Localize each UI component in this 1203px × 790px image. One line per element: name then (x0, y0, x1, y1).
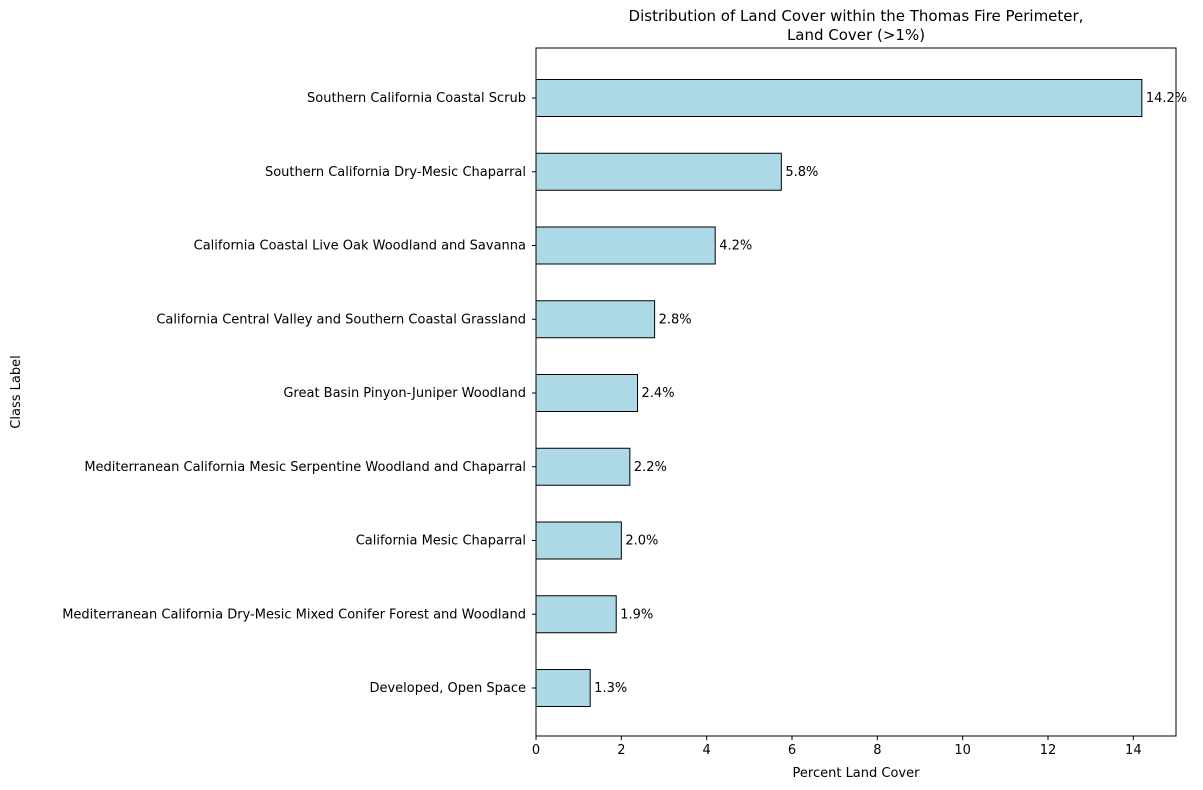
bar-data-label-5: 2.2% (634, 460, 667, 475)
y-tick-label-2: California Coastal Live Oak Woodland and… (194, 239, 526, 254)
chart-title-line-1: Distribution of Land Cover within the Th… (629, 7, 1084, 25)
bar-4 (535, 374, 639, 412)
bar-5 (535, 447, 631, 486)
x-tick-label-2: 4 (703, 743, 711, 758)
bar-data-label-2: 4.2% (719, 239, 752, 254)
plot-frame (535, 47, 1177, 737)
y-tick-label-6: California Mesic Chaparral (356, 534, 526, 549)
x-ticks: 0 2 4 6 8 10 12 14 (532, 736, 1142, 758)
bar-0 (535, 79, 1143, 117)
x-tick-label-4: 8 (873, 743, 881, 758)
bar-8 (535, 669, 591, 707)
chart-title-line-2: Land Cover (>1%) (787, 26, 925, 44)
x-tick-label-7: 14 (1125, 743, 1142, 758)
bar-2 (535, 226, 716, 265)
bar-3 (535, 300, 656, 339)
y-tick-label-0: Southern California Coastal Scrub (307, 91, 526, 106)
y-tick-label-7: Mediterranean California Dry-Mesic Mixed… (62, 607, 526, 622)
bar-1 (535, 152, 782, 191)
y-tick-label-4: Great Basin Pinyon-Juniper Woodland (283, 386, 526, 401)
x-tick-label-3: 6 (788, 743, 796, 758)
y-tick-labels: Southern California Coastal Scrub Souther… (62, 91, 536, 696)
x-tick-label-1: 2 (617, 743, 625, 758)
y-tick-label-3: California Central Valley and Southern C… (156, 312, 526, 327)
bar-6 (535, 521, 622, 560)
x-tick-label-5: 10 (954, 743, 971, 758)
x-tick-label-6: 12 (1040, 743, 1057, 758)
y-axis-label: Class Label (9, 355, 24, 428)
bar-data-label-4: 2.4% (642, 386, 675, 401)
bar-data-label-6: 2.0% (625, 534, 658, 549)
y-tick-label-1: Southern California Dry-Mesic Chaparral (265, 165, 526, 180)
bars-group: 14.2% 5.8% 4.2% 2.8% 2.4% 2.2% 2.0% 1.9% 1.3% (535, 79, 1187, 707)
bar-7 (535, 595, 617, 634)
bar-data-label-1: 5.8% (785, 165, 818, 180)
bar-data-label-7: 1.9% (620, 607, 653, 622)
y-tick-label-8: Developed, Open Space (369, 681, 526, 696)
x-tick-label-0: 0 (532, 743, 540, 758)
y-tick-label-5: Mediterranean California Mesic Serpentin… (84, 460, 526, 475)
bar-data-label-3: 2.8% (659, 312, 692, 327)
bar-data-label-8: 1.3% (594, 681, 627, 696)
x-axis-label: Percent Land Cover (793, 766, 921, 781)
bar-data-label-0: 14.2% (1146, 91, 1187, 106)
